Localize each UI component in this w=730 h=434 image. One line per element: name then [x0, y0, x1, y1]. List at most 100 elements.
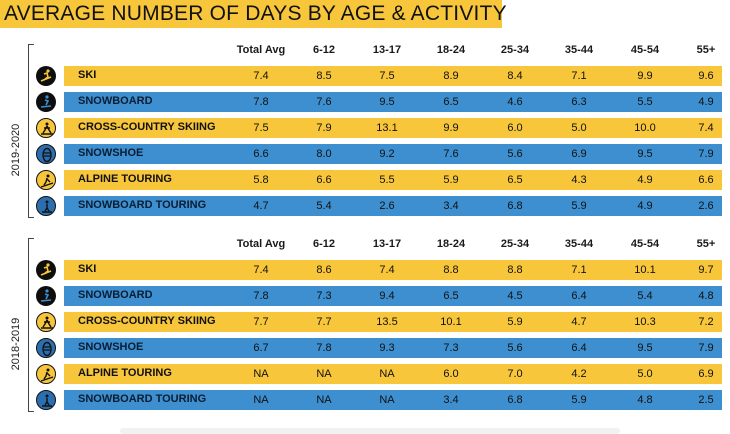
value-cell: 6.0: [507, 122, 523, 134]
value-cell: 5.9: [443, 174, 459, 186]
value-cell: 7.6: [316, 96, 332, 108]
value-cell: 7.0: [507, 368, 523, 380]
value-cell: 7.1: [571, 264, 587, 276]
value-cell: 9.9: [443, 122, 459, 134]
value-cell: 4.2: [571, 368, 587, 380]
value-cell: 6.5: [443, 96, 459, 108]
value-cell: 13.1: [376, 122, 398, 134]
title-bar: AVERAGE NUMBER OF DAYS BY AGE & ACTIVITY: [0, 0, 507, 28]
value-cell: 6.4: [571, 290, 587, 302]
activity-label: CROSS-COUNTRY SKIING: [78, 121, 216, 133]
value-cell: 6.5: [507, 174, 523, 186]
year-bracket: [28, 238, 34, 412]
value-cell: 5.0: [571, 122, 587, 134]
value-cell: 6.8: [507, 200, 523, 212]
value-cell: 6.7: [253, 342, 269, 354]
table-row: SNOWBOARD 7.8 7.6 9.5 6.5 4.6 6.3 5.5 4.9: [64, 92, 722, 112]
value-cell: 7.4: [253, 70, 269, 82]
value-cell: 8.4: [507, 70, 523, 82]
snowboard-touring-icon: [36, 196, 56, 216]
activity-label: SNOWBOARD: [78, 289, 153, 301]
value-cell: 5.5: [379, 174, 395, 186]
value-cell: 9.7: [698, 264, 714, 276]
value-cell: 3.4: [443, 394, 459, 406]
value-cell: 6.3: [571, 96, 587, 108]
bottom-shadow: [120, 428, 620, 434]
value-cell: 9.4: [379, 290, 395, 302]
column-header: 35-44: [564, 44, 594, 56]
value-cell: 5.6: [507, 148, 523, 160]
snowboarder-icon: [36, 286, 56, 306]
value-cell: 7.6: [443, 148, 459, 160]
value-cell: NA: [379, 394, 395, 406]
value-cell: 7.5: [253, 122, 269, 134]
value-cell: 6.0: [443, 368, 459, 380]
alpine-touring-icon: [36, 170, 56, 190]
cross-country-skier-icon: [36, 118, 56, 138]
column-header-row: Total Avg 6-12 13-17 18-24 25-34 35-44 45-54 55…: [0, 44, 730, 60]
value-cell: 5.4: [637, 290, 653, 302]
value-cell: 7.4: [253, 264, 269, 276]
value-cell: 5.5: [637, 96, 653, 108]
value-cell: NA: [379, 368, 395, 380]
value-cell: 6.6: [698, 174, 714, 186]
cross-country-skier-icon: [36, 312, 56, 332]
value-cell: 13.5: [376, 316, 398, 328]
activity-label: ALPINE TOURING: [78, 173, 172, 185]
table-row: SNOWBOARD 7.8 7.3 9.4 6.5 4.5 6.4 5.4 4.8: [64, 286, 722, 306]
value-cell: 9.2: [379, 148, 395, 160]
activity-label: SNOWBOARD TOURING: [78, 199, 207, 211]
snowboarder-icon: [36, 92, 56, 112]
alpine-touring-icon: [36, 364, 56, 384]
value-cell: 2.6: [698, 200, 714, 212]
value-cell: 4.9: [698, 96, 714, 108]
value-cell: 10.1: [440, 316, 462, 328]
value-cell: 6.6: [253, 148, 269, 160]
column-header: 6-12: [312, 238, 336, 250]
value-cell: 6.5: [443, 290, 459, 302]
year-bracket: [28, 44, 34, 218]
table-row: SKI 7.4 8.5 7.5 8.9 8.4 7.1 9.9 9.6: [64, 66, 722, 86]
value-cell: 8.8: [443, 264, 459, 276]
value-cell: 7.4: [379, 264, 395, 276]
value-cell: 8.5: [316, 70, 332, 82]
value-cell: 7.9: [316, 122, 332, 134]
table-row: ALPINE TOURING 5.8 6.6 5.5 5.9 6.5 4.3 4.9 6.6: [64, 170, 722, 190]
year-label: 2019-2020: [10, 123, 22, 177]
value-cell: 8.0: [316, 148, 332, 160]
column-header: 25-34: [500, 238, 530, 250]
value-cell: 7.3: [443, 342, 459, 354]
value-cell: NA: [253, 394, 269, 406]
column-header: 13-17: [372, 44, 402, 56]
value-cell: 9.5: [379, 96, 395, 108]
value-cell: NA: [316, 368, 332, 380]
column-header: 18-24: [436, 238, 466, 250]
value-cell: 4.5: [507, 290, 523, 302]
snowboard-touring-icon: [36, 390, 56, 410]
column-header: 6-12: [312, 44, 336, 56]
value-cell: 10.0: [634, 122, 656, 134]
column-header: Total Avg: [236, 44, 286, 56]
value-cell: 8.9: [443, 70, 459, 82]
activity-label: SNOWBOARD: [78, 95, 153, 107]
value-cell: 4.7: [253, 200, 269, 212]
skier-icon: [36, 260, 56, 280]
value-cell: 9.9: [637, 70, 653, 82]
snowshoe-icon: [36, 338, 56, 358]
value-cell: 7.5: [379, 70, 395, 82]
table-row: SNOWSHOE 6.6 8.0 9.2 7.6 5.6 6.9 9.5 7.9: [64, 144, 722, 164]
section-2019-2020: 2019-2020 Total Avg 6-12 13-17 18-24 25-34 35-…: [0, 44, 730, 218]
value-cell: 6.9: [571, 148, 587, 160]
activity-label: SNOWSHOE: [78, 341, 144, 353]
table-row: SKI 7.4 8.6 7.4 8.8 8.8 7.1 10.1 9.7: [64, 260, 722, 280]
activity-label: CROSS-COUNTRY SKIING: [78, 315, 216, 327]
value-cell: 7.8: [316, 342, 332, 354]
column-header: Total Avg: [236, 238, 286, 250]
value-cell: 7.8: [253, 96, 269, 108]
value-cell: 4.3: [571, 174, 587, 186]
snowshoe-icon: [36, 144, 56, 164]
value-cell: 8.6: [316, 264, 332, 276]
column-header: 18-24: [436, 44, 466, 56]
value-cell: 7.9: [698, 148, 714, 160]
table-row: SNOWBOARD TOURING NA NA NA 3.4 6.8 5.9 4.8 2.5: [64, 390, 722, 410]
